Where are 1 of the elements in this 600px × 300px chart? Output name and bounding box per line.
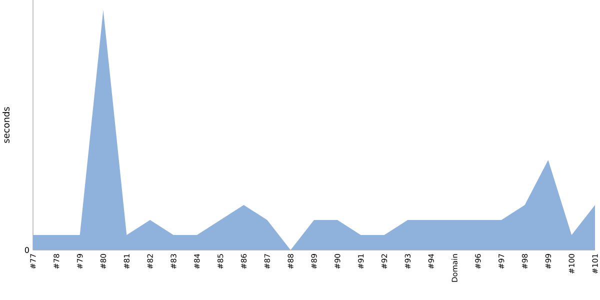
y-axis-title: seconds (2, 107, 10, 143)
